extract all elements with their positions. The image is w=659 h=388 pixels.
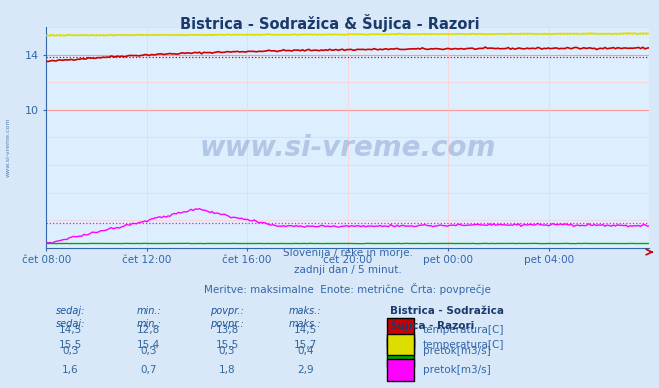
Text: 15,5: 15,5 <box>59 340 82 350</box>
Text: Bistrica - Sodražica: Bistrica - Sodražica <box>390 306 504 316</box>
Text: temperatura[C]: temperatura[C] <box>423 326 505 336</box>
Text: www.si-vreme.com: www.si-vreme.com <box>5 118 11 177</box>
Text: 0,3: 0,3 <box>140 346 157 356</box>
Text: Bistrica - Sodražica & Šujica - Razori: Bistrica - Sodražica & Šujica - Razori <box>180 14 479 31</box>
FancyBboxPatch shape <box>387 318 414 346</box>
Text: Meritve: maksimalne  Enote: metrične  Črta: povprečje: Meritve: maksimalne Enote: metrične Črta… <box>204 283 491 295</box>
Text: 2,9: 2,9 <box>297 365 314 375</box>
Text: 14,5: 14,5 <box>59 326 82 336</box>
Text: 13,8: 13,8 <box>215 326 239 336</box>
Text: 1,8: 1,8 <box>219 365 235 375</box>
Text: povpr.:: povpr.: <box>210 319 244 329</box>
Text: 15,5: 15,5 <box>215 340 239 350</box>
Text: 0,3: 0,3 <box>62 346 78 356</box>
Text: pretok[m3/s]: pretok[m3/s] <box>423 346 491 356</box>
Text: 15,4: 15,4 <box>137 340 160 350</box>
Text: pretok[m3/s]: pretok[m3/s] <box>423 365 491 375</box>
Text: Šujica - Razori: Šujica - Razori <box>390 319 474 331</box>
Text: min.:: min.: <box>136 319 161 329</box>
Text: zadnji dan / 5 minut.: zadnji dan / 5 minut. <box>294 265 401 275</box>
Text: 0,3: 0,3 <box>219 346 235 356</box>
FancyBboxPatch shape <box>387 334 414 355</box>
Text: 14,5: 14,5 <box>294 326 317 336</box>
Text: 0,7: 0,7 <box>140 365 157 375</box>
Text: maks.:: maks.: <box>289 319 322 329</box>
Text: povpr.:: povpr.: <box>210 306 244 316</box>
Text: 15,7: 15,7 <box>294 340 317 350</box>
Text: Slovenija / reke in morje.: Slovenija / reke in morje. <box>283 248 413 258</box>
Text: maks.:: maks.: <box>289 306 322 316</box>
Text: temperatura[C]: temperatura[C] <box>423 340 505 350</box>
Text: www.si-vreme.com: www.si-vreme.com <box>200 134 496 163</box>
FancyBboxPatch shape <box>387 338 414 367</box>
Text: sedaj:: sedaj: <box>55 306 85 316</box>
Text: min.:: min.: <box>136 306 161 316</box>
Text: sedaj:: sedaj: <box>55 319 85 329</box>
FancyBboxPatch shape <box>387 359 414 381</box>
Text: 12,8: 12,8 <box>137 326 160 336</box>
Text: 0,4: 0,4 <box>297 346 314 356</box>
Text: 1,6: 1,6 <box>62 365 78 375</box>
